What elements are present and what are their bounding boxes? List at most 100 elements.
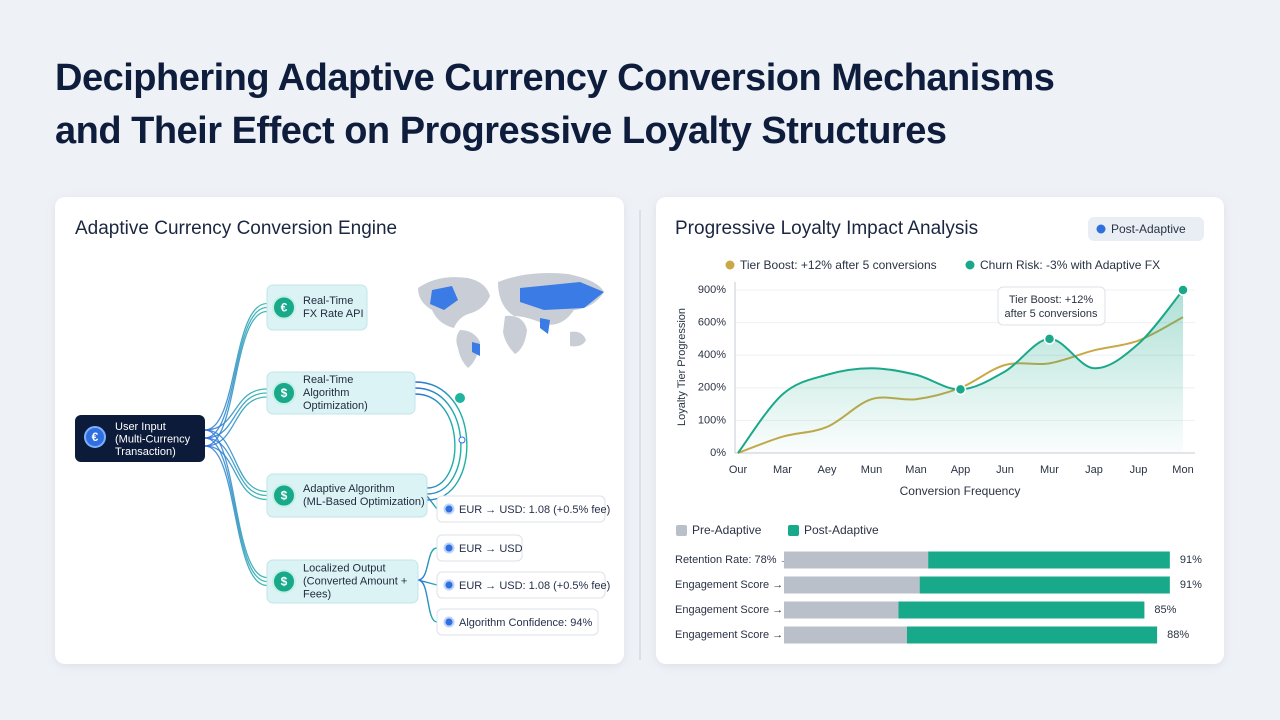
- chip-dot: [443, 503, 455, 515]
- bar-total-label: 88%: [1167, 629, 1189, 641]
- node-icon: [272, 381, 296, 405]
- node-label: Optimization): [303, 400, 368, 412]
- node-label: Fees): [303, 588, 331, 600]
- x-tick-label: Mar: [773, 464, 792, 476]
- flow-curve: [204, 302, 268, 431]
- x-tick-label: App: [951, 464, 971, 476]
- legend-swatch: [788, 525, 799, 536]
- legend-label: Pre-Adaptive: [692, 523, 762, 537]
- chip-label: EUR → USD: 1.08 (+0.5% fee): [459, 580, 610, 592]
- badge-text: Post-Adaptive: [1111, 222, 1186, 236]
- bar-segment: [784, 576, 920, 594]
- input-label: User Input: [115, 421, 166, 433]
- node-label: FX Rate API: [303, 308, 364, 320]
- chip: [436, 534, 523, 562]
- x-tick-label: Jup: [1130, 464, 1148, 476]
- node-icon-glyph: €: [281, 301, 288, 315]
- bar-total-label: 85%: [1154, 604, 1176, 616]
- flow-curve: [204, 437, 268, 583]
- input-icon: [84, 426, 106, 448]
- node-icon: [272, 295, 296, 320]
- process-node: [266, 473, 428, 518]
- node-icon-glyph: $: [281, 575, 288, 589]
- point: [1177, 284, 1189, 296]
- bar-segment: [784, 601, 899, 619]
- connector-dot: [458, 436, 466, 444]
- badge-dot: [1096, 224, 1106, 234]
- chip-dot: [443, 542, 455, 554]
- legend-label: Tier Boost: +12% after 5 conversions: [740, 258, 937, 272]
- connector-dot: [455, 393, 465, 403]
- annotation-box: [997, 286, 1106, 326]
- x-axis-label: Conversion Frequency: [900, 484, 1021, 498]
- y-tick-label: 200%: [698, 382, 726, 394]
- node-icon-glyph: $: [281, 489, 288, 503]
- legend-label: Churn Risk: -3% with Adaptive FX: [980, 258, 1160, 272]
- legend-label: Post-Adaptive: [804, 523, 879, 537]
- chip-label: Algorithm Confidence: 94%: [459, 617, 593, 629]
- y-tick-label: 600%: [698, 317, 726, 329]
- bar-total-label: 91%: [1180, 554, 1202, 566]
- legend-dot: [965, 260, 975, 270]
- input-node: [75, 415, 205, 462]
- bar-segment: [928, 551, 1170, 569]
- point: [1043, 333, 1056, 345]
- x-tick-label: Mon: [1172, 464, 1193, 476]
- node-icon-glyph: $: [281, 386, 288, 400]
- y-tick-label: 100%: [698, 414, 726, 426]
- chip-label: EUR → USD: 1.08 (+0.5% fee): [459, 504, 610, 516]
- area: [738, 290, 1183, 453]
- panel-title: Progressive Loyalty Impact Analysis: [675, 218, 978, 239]
- node-label: Adaptive Algorithm: [303, 483, 395, 495]
- x-tick-label: Mun: [861, 464, 882, 476]
- bar-category: Engagement Score →: [675, 579, 783, 591]
- legend-dot: [725, 260, 735, 270]
- flow-curve: [204, 388, 268, 431]
- bar-segment: [919, 576, 1170, 594]
- chip-dot: [443, 579, 455, 591]
- chip: [436, 571, 606, 599]
- node-label: (Converted Amount +: [303, 575, 407, 587]
- process-node: [266, 284, 368, 331]
- y-tick-label: 0%: [710, 447, 726, 459]
- legend-swatch: [676, 525, 687, 536]
- node-label: Localized Output: [303, 562, 386, 574]
- chip-dot: [443, 616, 455, 628]
- x-tick-label: Jap: [1085, 464, 1103, 476]
- y-axis-label: Loyalty Tier Progression: [676, 308, 688, 426]
- x-tick-label: Mur: [1040, 464, 1059, 476]
- chip: [436, 495, 606, 523]
- process-node: [266, 559, 419, 604]
- panel-title: Adaptive Currency Conversion Engine: [75, 218, 397, 239]
- chip-label: EUR → USD: [459, 543, 523, 555]
- flow-curve: [204, 396, 268, 447]
- x-tick-label: Man: [905, 464, 926, 476]
- point: [954, 383, 967, 396]
- flow-curve: [204, 392, 268, 439]
- node-label: Algorithm: [303, 387, 349, 399]
- input-label: (Multi-Currency: [115, 433, 191, 445]
- main-title: and Their Effect on Progressive Loyalty …: [55, 110, 946, 152]
- main-title: Deciphering Adaptive Currency Conversion…: [55, 57, 1054, 99]
- node-label: Real-Time: [303, 295, 353, 307]
- connectors: [414, 381, 468, 623]
- badge: [1088, 217, 1204, 241]
- x-tick-label: Aey: [818, 464, 837, 476]
- node-icon: [272, 569, 296, 594]
- flow-curve: [204, 429, 268, 579]
- world-map: [418, 273, 604, 368]
- flow-curve: [204, 445, 268, 587]
- input-icon-glyph: €: [92, 430, 99, 444]
- bar-total-label: 91%: [1180, 579, 1202, 591]
- input-label: Transaction): [115, 446, 176, 458]
- node-label: Real-Time: [303, 374, 353, 386]
- flow-curve: [204, 437, 268, 497]
- process-node: [266, 371, 416, 415]
- bar-segment: [906, 626, 1158, 644]
- bar-category: Engagement Score →: [675, 604, 783, 616]
- y-tick-label: 400%: [698, 349, 726, 361]
- bar-segment: [784, 626, 907, 644]
- annotation: after 5 conversions: [1005, 308, 1098, 320]
